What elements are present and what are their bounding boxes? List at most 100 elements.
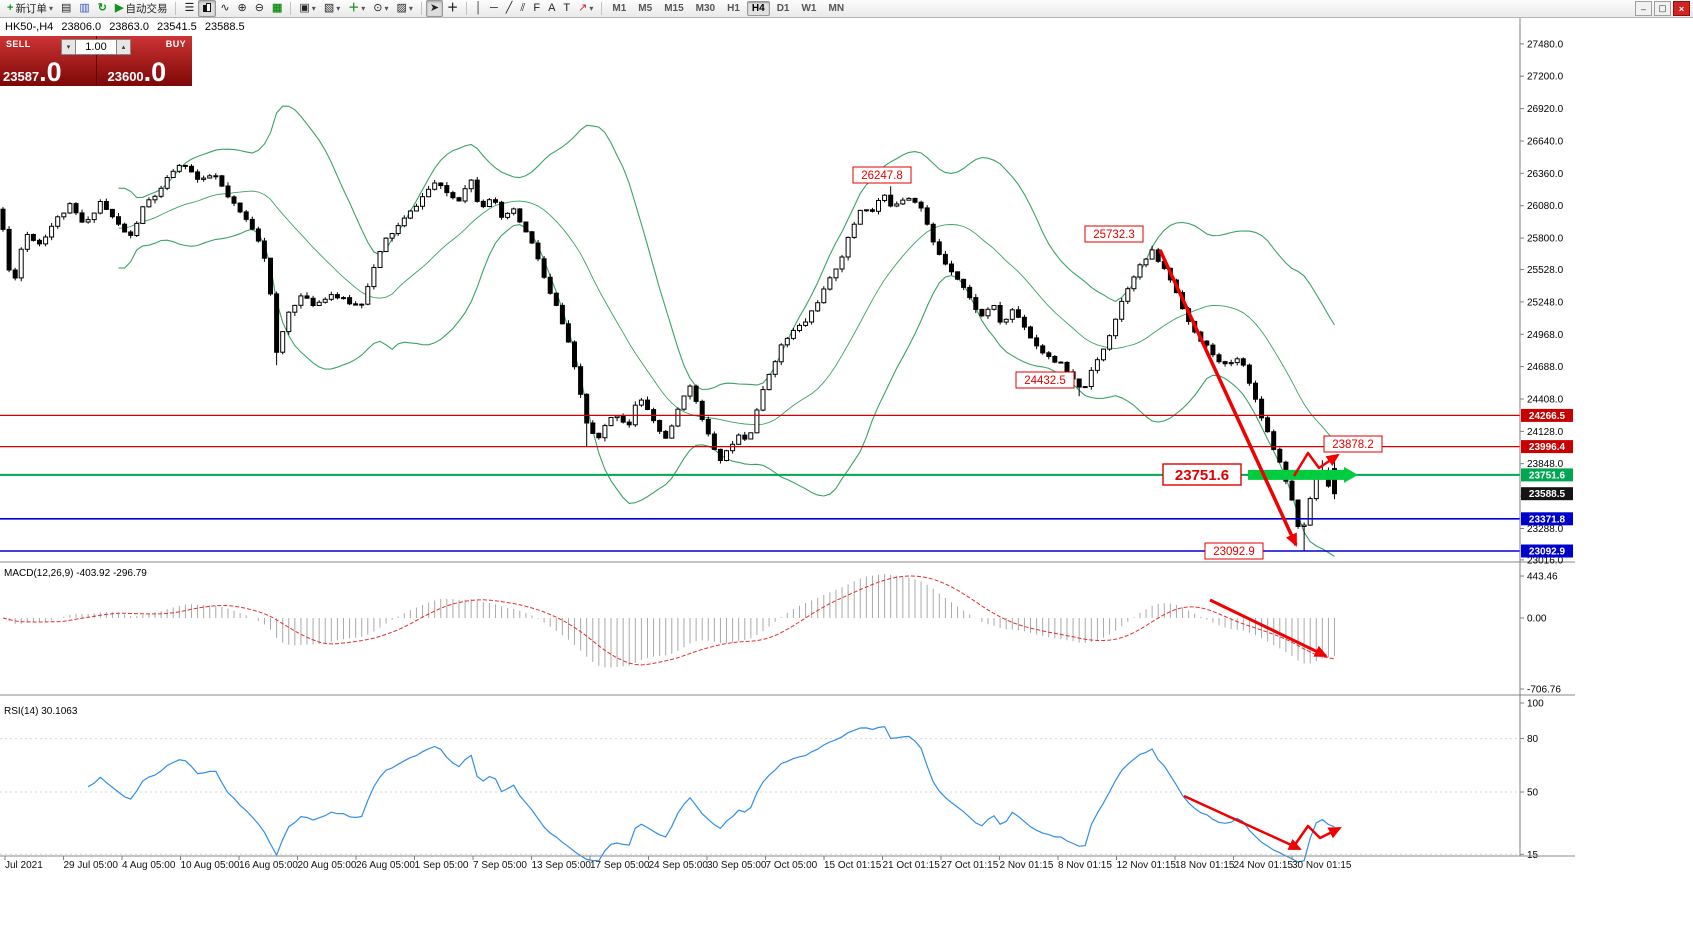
toolbar-separator — [175, 2, 177, 15]
price-scale[interactable]: 27480.0 27200.0 26920.0 26640.0 26360.0 26080… — [1519, 18, 1564, 861]
chart-windows-button[interactable]: ▤ — [57, 0, 75, 17]
chevron-down-icon: ▾ — [408, 4, 413, 13]
svg-text:30 Nov 01:15: 30 Nov 01:15 — [1292, 860, 1352, 871]
bollinger-bands — [118, 105, 1335, 557]
chevron-down-icon: ▾ — [361, 4, 366, 13]
svg-text:30 Sep 05:00: 30 Sep 05:00 — [707, 860, 767, 871]
data-window-button[interactable]: ▥ — [75, 0, 93, 17]
volume-decrease-button[interactable]: ▾ — [61, 39, 76, 55]
auto-trading-button[interactable]: ▶ 自动交易 — [111, 0, 171, 17]
arrows-tool-button[interactable]: ↗ ▾ — [574, 0, 597, 17]
price-annotations[interactable]: 26247.8 25732.3 24432.5 23878.2 23092.9 23751… — [852, 166, 1383, 560]
periods-button[interactable]: ⊙ ▾ — [369, 0, 392, 17]
svg-text:7 Oct 05:00: 7 Oct 05:00 — [766, 860, 818, 871]
volume-input[interactable] — [76, 39, 116, 55]
crosshair-icon: ＋ — [447, 2, 459, 14]
buy-button[interactable]: BUY 23600.0 — [96, 36, 192, 86]
new-order-button[interactable]: + 新订单 ▾ — [3, 0, 57, 17]
timeframe-button-m5[interactable]: M5 — [638, 3, 653, 14]
svg-text:26 Aug 05:00: 26 Aug 05:00 — [356, 860, 415, 871]
svg-text:13 Sep 05:00: 13 Sep 05:00 — [532, 860, 592, 871]
svg-text:27 Oct 01:15: 27 Oct 01:15 — [941, 860, 999, 871]
templates-button[interactable]: ▨ ▾ — [392, 0, 416, 17]
timeframe-button-m15[interactable]: M15 — [664, 3, 684, 14]
symbol-period-label: HK50-,H4 — [5, 21, 54, 33]
channel-button[interactable]: ⫽ — [516, 0, 529, 17]
svg-text:18 Nov 01:15: 18 Nov 01:15 — [1175, 860, 1235, 871]
sell-label: SELL — [6, 39, 31, 49]
svg-text:26920.0: 26920.0 — [1527, 104, 1564, 115]
tile-windows-button[interactable]: ▦ — [268, 0, 286, 17]
svg-text:23016.0: 23016.0 — [1527, 555, 1564, 566]
candlestick-chart-button[interactable] — [198, 0, 217, 17]
timeframe-button-m1[interactable]: M1 — [612, 3, 627, 14]
timeframe-button-mn[interactable]: MN — [828, 3, 845, 14]
svg-text:29 Jul 05:00: 29 Jul 05:00 — [64, 860, 119, 871]
svg-text:25800.0: 25800.0 — [1527, 234, 1564, 245]
data-window-icon: ▥ — [79, 2, 90, 14]
svg-text:80: 80 — [1527, 734, 1539, 745]
minimize-button[interactable]: – — [1635, 1, 1652, 16]
svg-text:26080.0: 26080.0 — [1527, 201, 1564, 212]
svg-text:0.00: 0.00 — [1527, 614, 1547, 625]
horizontal-line-icon: ─ — [490, 2, 498, 14]
trendline-button[interactable]: ╱ — [502, 0, 517, 17]
fibonacci-button[interactable]: F — [529, 0, 544, 17]
timeframe-button-h1[interactable]: H1 — [727, 3, 740, 14]
timeframe-group: M1 M5 M15 M30 H1 H4 D1 W1 MN — [606, 1, 850, 16]
timeframe-button-d1[interactable]: D1 — [776, 3, 790, 14]
svg-text:16 Aug 05:00: 16 Aug 05:00 — [239, 860, 298, 871]
timeframe-button-h4[interactable]: H4 — [746, 1, 770, 16]
vertical-line-button[interactable]: │ — [471, 0, 486, 17]
refresh-button[interactable]: ↻ — [94, 0, 111, 17]
trend-arrows[interactable] — [1158, 249, 1342, 851]
rsi-label: RSI(14) 30.1063 — [4, 706, 78, 717]
svg-text:23751.6: 23751.6 — [1175, 467, 1229, 484]
new-chart-icon: ▣ — [299, 2, 310, 14]
svg-text:-706.76: -706.76 — [1527, 685, 1561, 696]
svg-text:4 Aug 05:00: 4 Aug 05:00 — [122, 860, 176, 871]
line-chart-button[interactable]: ∿ — [216, 0, 233, 17]
bar-chart-button[interactable]: ☰ — [180, 0, 198, 17]
svg-text:Jul 2021: Jul 2021 — [5, 860, 43, 871]
svg-text:2 Nov 01:15: 2 Nov 01:15 — [1000, 860, 1054, 871]
crosshair-button[interactable]: ＋ — [443, 0, 462, 17]
close-button[interactable]: × — [1673, 1, 1690, 16]
candles — [0, 164, 1337, 551]
svg-text:23588.5: 23588.5 — [1529, 489, 1566, 500]
cursor-button[interactable]: ➤ — [425, 0, 444, 17]
indicators-button[interactable]: ＋ ▾ — [344, 0, 369, 17]
svg-text:24432.5: 24432.5 — [1024, 375, 1066, 387]
profiles-button[interactable]: ▧ ▾ — [320, 0, 344, 17]
timeframe-button-m30[interactable]: M30 — [695, 3, 716, 14]
svg-text:27200.0: 27200.0 — [1527, 72, 1564, 83]
time-axis[interactable]: Jul 2021 29 Jul 05:00 4 Aug 05:00 10 Aug 05… — [0, 855, 1575, 871]
new-chart-button[interactable]: ▣ ▾ — [295, 0, 319, 17]
svg-text:24266.5: 24266.5 — [1529, 411, 1566, 422]
timeframe-button-w1[interactable]: W1 — [801, 3, 817, 14]
svg-text:24968.0: 24968.0 — [1527, 330, 1564, 341]
svg-text:23288.0: 23288.0 — [1527, 524, 1564, 535]
volume-increase-button[interactable]: ▴ — [116, 39, 131, 55]
volume-control: ▾ ▴ — [61, 39, 131, 55]
svg-text:15: 15 — [1527, 850, 1539, 861]
svg-text:26640.0: 26640.0 — [1527, 137, 1564, 148]
text-button[interactable]: A — [544, 0, 559, 17]
svg-text:25732.3: 25732.3 — [1093, 229, 1135, 241]
zoom-in-button[interactable]: ⊕ — [234, 0, 251, 17]
chevron-down-icon: ▾ — [311, 4, 316, 13]
svg-text:27480.0: 27480.0 — [1527, 39, 1564, 50]
zoom-out-button[interactable]: ⊖ — [251, 0, 268, 17]
svg-text:1 Sep 05:00: 1 Sep 05:00 — [415, 860, 469, 871]
clock-icon: ⊙ — [373, 2, 383, 14]
label-icon: T — [563, 2, 571, 14]
zoom-out-icon: ⊖ — [254, 2, 264, 14]
text-label-button[interactable]: T — [559, 0, 574, 17]
svg-text:23751.6: 23751.6 — [1529, 470, 1566, 481]
restore-button[interactable]: ▢ — [1654, 1, 1671, 16]
svg-text:23092.9: 23092.9 — [1213, 546, 1255, 558]
horizontal-line-button[interactable]: ─ — [486, 0, 502, 17]
svg-text:23092.9: 23092.9 — [1529, 547, 1566, 558]
text-icon: A — [548, 2, 556, 14]
